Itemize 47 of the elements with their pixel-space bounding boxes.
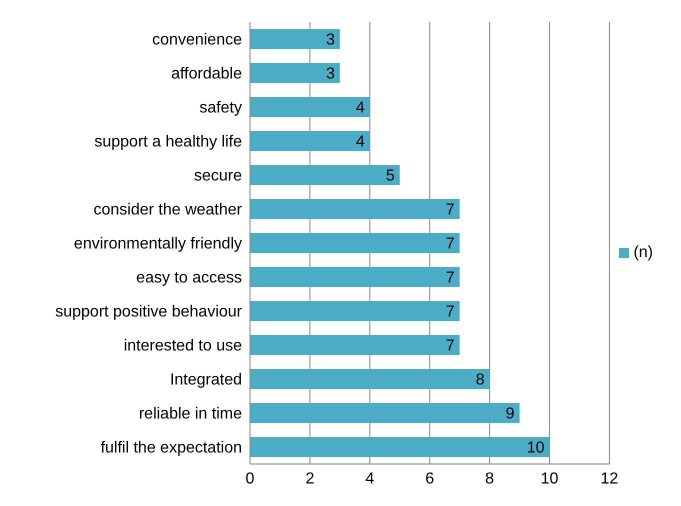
bar — [250, 403, 520, 423]
bar — [250, 97, 370, 117]
bar — [250, 335, 460, 355]
bar — [250, 165, 400, 185]
data-label: 3 — [326, 32, 335, 49]
x-tick-label: 8 — [485, 470, 494, 488]
data-label: 7 — [446, 236, 455, 253]
bar — [250, 267, 460, 287]
bar — [250, 199, 460, 219]
x-tick-label: 6 — [425, 470, 434, 488]
data-label: 4 — [356, 100, 365, 117]
bar — [250, 437, 550, 457]
y-tick-label: support a healthy life — [94, 134, 242, 151]
y-tick-label: reliable in time — [138, 406, 242, 423]
data-label: 10 — [526, 440, 545, 457]
data-label: 9 — [506, 406, 515, 423]
bar — [250, 63, 340, 83]
bar — [250, 301, 460, 321]
data-label: 7 — [446, 202, 455, 219]
data-label: 4 — [356, 134, 365, 151]
y-tick-label: environmentally friendly — [74, 236, 242, 253]
y-tick-label: easy to access — [136, 270, 242, 287]
bar — [250, 369, 490, 389]
y-tick-label: interested to use — [124, 338, 242, 355]
x-tick-label: 12 — [600, 470, 618, 488]
bar — [250, 131, 370, 151]
y-tick-label: support positive behaviour — [55, 304, 243, 321]
data-label: 7 — [446, 270, 455, 287]
x-tick-label: 0 — [246, 470, 255, 488]
y-tick-label: convenience — [152, 32, 242, 49]
bar — [250, 29, 340, 49]
data-label: 5 — [386, 168, 395, 185]
y-tick-label: secure — [194, 168, 242, 185]
y-tick-label: Integrated — [170, 372, 242, 389]
y-tick-label: consider the weather — [93, 202, 243, 219]
x-tick-label: 10 — [540, 470, 559, 488]
data-label: 8 — [476, 372, 485, 389]
data-label: 7 — [446, 338, 455, 355]
data-label: 7 — [446, 304, 455, 321]
y-tick-label: safety — [199, 100, 242, 117]
bar — [250, 233, 460, 253]
x-tick-label: 4 — [365, 470, 374, 488]
x-tick-label: 2 — [305, 470, 314, 488]
y-tick-label: affordable — [171, 66, 242, 83]
legend-label: (n) — [633, 244, 653, 261]
y-tick-label: fulfil the expectation — [100, 440, 242, 457]
data-label: 3 — [326, 66, 335, 83]
